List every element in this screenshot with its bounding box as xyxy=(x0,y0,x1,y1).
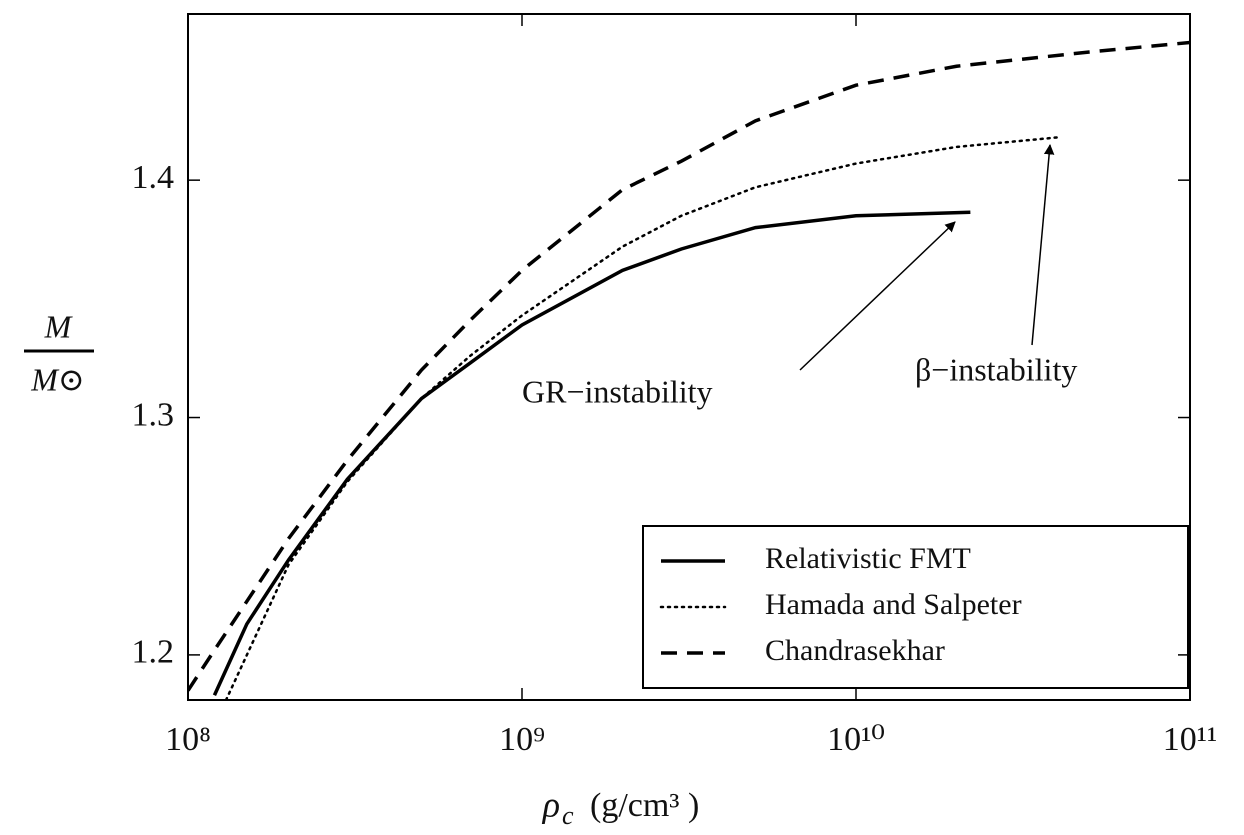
legend: Relativistic FMT Hamada and Salpeter Chand… xyxy=(642,525,1189,689)
legend-box xyxy=(642,525,1189,689)
x-tick-label: 10¹¹ xyxy=(1163,721,1217,758)
series-line xyxy=(224,136,1059,700)
annotation: GR−instability xyxy=(522,373,713,409)
legend-label: Chandrasekhar xyxy=(765,634,945,667)
series-line xyxy=(212,210,971,696)
y-label-num: M xyxy=(44,308,74,344)
y-tick-label: 1.4 xyxy=(132,159,175,196)
x-tick-label: 10¹⁰ xyxy=(827,721,885,758)
x-label-sub: c xyxy=(562,801,574,830)
legend-label: Relativistic FMT xyxy=(765,542,971,575)
x-label-unit: (g/cm³ ) xyxy=(590,787,699,824)
arrow xyxy=(1031,143,1055,346)
legend-label: Hamada and Salpeter xyxy=(765,588,1022,621)
x-tick-label: 10⁹ xyxy=(499,721,545,758)
y-tick-label: 1.2 xyxy=(132,634,175,671)
plot-frame xyxy=(187,13,1191,701)
y-label-den: M⊙ xyxy=(30,361,84,397)
series-line xyxy=(188,40,1190,692)
lines xyxy=(188,40,1190,700)
annotation: β−instability xyxy=(915,351,1077,387)
y-tick-label: 1.3 xyxy=(132,396,175,433)
arrow xyxy=(799,221,956,371)
x-label-symbol: ρ xyxy=(542,784,560,824)
x-tick-label: 10⁸ xyxy=(165,721,211,758)
